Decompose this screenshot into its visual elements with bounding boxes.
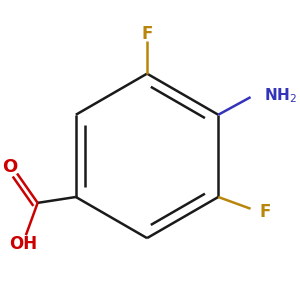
Text: OH: OH: [9, 235, 37, 253]
Text: NH$_2$: NH$_2$: [264, 86, 297, 105]
Text: F: F: [260, 203, 271, 221]
Text: O: O: [2, 158, 17, 176]
Text: F: F: [141, 25, 153, 43]
